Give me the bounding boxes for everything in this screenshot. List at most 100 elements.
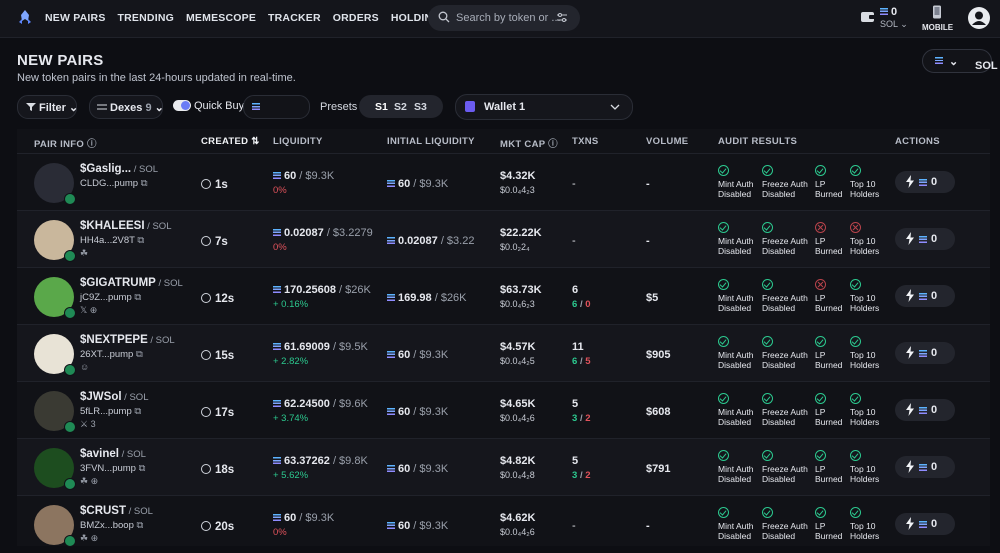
profile-avatar[interactable] — [968, 7, 990, 29]
header-created[interactable]: CREATED ⇅ — [201, 136, 260, 147]
token-name[interactable]: $avinel / SOL — [80, 448, 146, 460]
quick-buy-amount-input[interactable] — [243, 95, 310, 119]
quick-buy-button[interactable]: 0 — [895, 399, 955, 421]
token-address[interactable]: HH4a...2V8T ⧉ — [80, 235, 145, 246]
search-input[interactable]: Search by token or ... — [428, 5, 580, 31]
liquidity-change: + 2.82% — [273, 356, 309, 367]
token-address[interactable]: 3FVN...pump ⧉ — [80, 463, 146, 474]
token-name[interactable]: $KHALEESI / SOL — [80, 220, 172, 232]
token-address[interactable]: CLDG...pump ⧉ — [80, 178, 148, 189]
social-links[interactable]: ☘ ⊕ — [80, 476, 99, 486]
preset-s3[interactable]: S3 — [414, 101, 427, 113]
mobile-label: MOBILE — [922, 23, 954, 32]
header-liquidity[interactable]: LIQUIDITY — [273, 136, 323, 147]
check-circle-icon — [718, 507, 729, 518]
check-circle-icon — [850, 450, 861, 461]
header-pair-info: PAIR INFO ⓘ — [34, 139, 97, 150]
quick-buy-button[interactable]: 0 — [895, 171, 955, 193]
header-actions: ACTIONS — [895, 136, 940, 147]
social-links[interactable]: ☘ — [80, 248, 89, 258]
copy-icon[interactable]: ⧉ — [137, 235, 145, 246]
token-address[interactable]: BMZx...boop ⧉ — [80, 520, 144, 531]
audit-top: Top 10 Holders — [850, 450, 900, 484]
initial-liquidity-value: 60 / $9.3K — [387, 178, 448, 190]
table-row[interactable]: $avinel / SOL 3FVN...pump ⧉ ☘ ⊕ 18s 63.37262… — [17, 438, 990, 496]
token-name[interactable]: $Gaslig... / SOL — [80, 163, 159, 175]
preset-s1[interactable]: S1 — [375, 101, 388, 113]
audit-top: Top 10 Holders — [850, 222, 900, 256]
search-icon — [438, 11, 450, 23]
header-volume[interactable]: VOLUME — [646, 136, 689, 147]
header-initial-liquidity[interactable]: INITIAL LIQUIDITY — [387, 136, 475, 147]
nav-tracker[interactable]: TRACKER — [268, 12, 321, 24]
table-row[interactable]: $Gaslig... / SOL CLDG...pump ⧉ 1s 60 / $9.3… — [17, 153, 990, 211]
quick-buy-button[interactable]: 0 — [895, 342, 955, 364]
social-links[interactable]: 𝕏 ⊕ — [80, 305, 98, 315]
token-name[interactable]: $NEXTPEPE / SOL — [80, 334, 175, 346]
copy-icon[interactable]: ⧉ — [136, 520, 144, 531]
quick-buy-button[interactable]: 0 — [895, 456, 955, 478]
liquidity-change: + 3.74% — [273, 413, 309, 424]
sol-icon — [252, 103, 260, 110]
quick-buy-toggle[interactable] — [173, 100, 191, 111]
token-name[interactable]: $CRUST / SOL — [80, 505, 153, 517]
check-circle-icon — [718, 222, 729, 233]
token-name[interactable]: $JWSol / SOL — [80, 391, 149, 403]
dexes-icon — [97, 104, 107, 110]
header-txns[interactable]: TXNS — [572, 136, 599, 147]
copy-icon[interactable]: ⧉ — [134, 292, 142, 303]
liquidity-value: 63.37262 / $9.8K — [273, 455, 368, 467]
token-name[interactable]: $GIGATRUMP / SOL — [80, 277, 183, 289]
social-links[interactable]: ☺ — [80, 362, 90, 372]
copy-icon[interactable]: ⧉ — [135, 349, 143, 360]
social-links[interactable]: ⚔ 3 — [80, 419, 96, 429]
nav-orders[interactable]: ORDERS — [332, 12, 379, 24]
txns-count: 11 — [572, 341, 584, 353]
nav-new-pairs[interactable]: NEW PAIRS — [45, 12, 106, 24]
audit-freeze: Freeze Auth Disabled — [762, 507, 812, 541]
token-address[interactable]: 26XT...pump ⧉ — [80, 349, 143, 360]
nav-memescope[interactable]: MEMESCOPE — [185, 12, 257, 24]
initial-liquidity-value: 60 / $9.3K — [387, 463, 448, 475]
txns-count: 5 — [572, 398, 579, 410]
txns-count: - — [572, 178, 576, 190]
audit-freeze: Freeze Auth Disabled — [762, 165, 812, 199]
chain-selector[interactable]: SOL ⌄ — [922, 49, 998, 73]
table-row[interactable]: $KHALEESI / SOL HH4a...2V8T ⧉ ☘ 7s 0.02087 /… — [17, 210, 990, 268]
top-bar: NEW PAIRS TRENDING MEMESCOPE TRACKER ORD… — [0, 0, 1000, 38]
platform-badge-icon — [64, 364, 76, 376]
filter-icon — [26, 103, 36, 111]
filter-button[interactable]: Filter ⌄ — [17, 95, 78, 119]
created-time: 12s — [201, 292, 234, 305]
quick-buy-button[interactable]: 0 — [895, 228, 955, 250]
copy-icon[interactable]: ⧉ — [140, 178, 148, 189]
social-links[interactable]: ☘ ⊕ — [80, 533, 99, 543]
created-time: 20s — [201, 520, 234, 533]
token-address[interactable]: jC9Z...pump ⧉ — [80, 292, 142, 303]
copy-icon[interactable]: ⧉ — [138, 463, 146, 474]
table-row[interactable]: $NEXTPEPE / SOL 26XT...pump ⧉ ☺ 15s 61.69009… — [17, 324, 990, 382]
search-filter-icon[interactable] — [556, 12, 568, 24]
check-circle-icon — [850, 336, 861, 347]
txns-count: 5 — [572, 455, 579, 467]
wallet-select-label: Wallet 1 — [484, 101, 526, 113]
wallet-selector[interactable]: Wallet 1 — [455, 94, 633, 120]
table-row[interactable]: $GIGATRUMP / SOL jC9Z...pump ⧉ 𝕏 ⊕ 12s 170.2… — [17, 267, 990, 325]
dexes-button[interactable]: Dexes 9 ⌄ — [89, 95, 164, 119]
audit-mint: Mint Auth Disabled — [718, 393, 768, 427]
header-mkt-cap[interactable]: MKT CAP ⓘ — [500, 139, 558, 150]
lightning-icon — [906, 289, 914, 302]
initial-liquidity-value: 60 / $9.3K — [387, 349, 448, 361]
quick-buy-button[interactable]: 0 — [895, 285, 955, 307]
table-row[interactable]: $CRUST / SOL BMZx...boop ⧉ ☘ ⊕ 20s 60 / $9.3… — [17, 495, 990, 553]
logo-icon[interactable] — [16, 9, 34, 27]
quick-buy-button[interactable]: 0 — [895, 513, 955, 535]
mobile-button[interactable]: MOBILE — [922, 5, 954, 32]
nav-trending[interactable]: TRENDING — [117, 12, 174, 24]
preset-s2[interactable]: S2 — [394, 101, 407, 113]
token-address[interactable]: 5fLR...pump ⧉ — [80, 406, 142, 417]
check-circle-icon — [762, 165, 773, 176]
lightning-icon — [906, 517, 914, 530]
table-row[interactable]: $JWSol / SOL 5fLR...pump ⧉ ⚔ 3 17s 62.24500 … — [17, 381, 990, 439]
copy-icon[interactable]: ⧉ — [134, 406, 142, 417]
